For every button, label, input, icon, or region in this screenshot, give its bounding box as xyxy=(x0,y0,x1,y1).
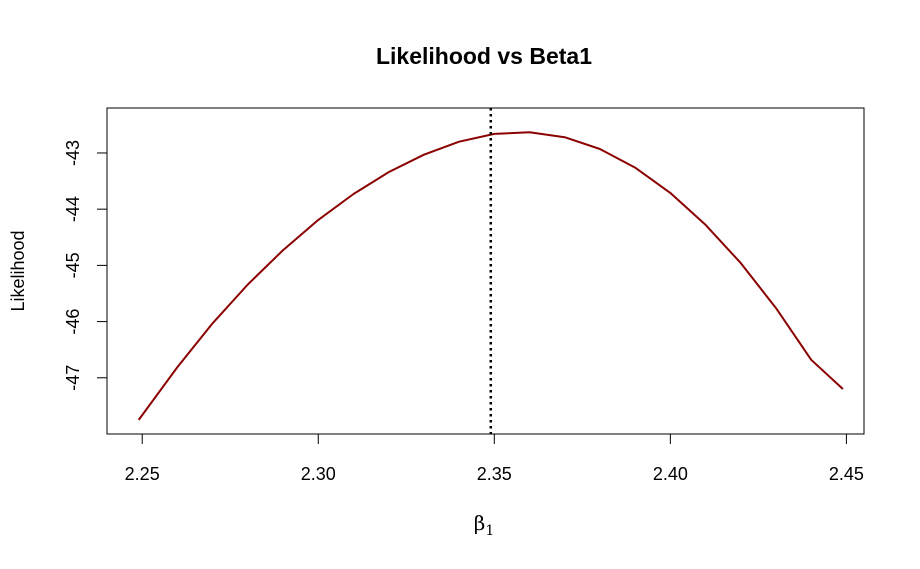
likelihood-curve xyxy=(137,131,844,421)
plot-area-frame xyxy=(106,107,865,435)
series-layer xyxy=(137,131,844,421)
y-tick-label: -43 xyxy=(63,140,83,166)
y-tick-label: -47 xyxy=(63,365,83,391)
x-tick-label: 2.35 xyxy=(477,464,512,484)
x-axis: 2.25 2.30 2.35 2.40 2.45 xyxy=(125,433,864,484)
y-tick-label: -45 xyxy=(63,252,83,278)
x-axis-title-symbol: β xyxy=(474,511,486,535)
x-axis-title-subscript: 1 xyxy=(485,523,494,539)
x-tick-label: 2.30 xyxy=(301,464,336,484)
y-tick-label: -46 xyxy=(63,309,83,335)
y-tick-label: -44 xyxy=(63,196,83,222)
x-tick-label: 2.40 xyxy=(653,464,688,484)
x-tick-label: 2.25 xyxy=(125,464,160,484)
x-tick-label: 2.45 xyxy=(829,464,864,484)
chart-title: Likelihood vs Beta1 xyxy=(376,43,592,69)
x-axis-title: β1 xyxy=(474,511,494,539)
y-axis-title: Likelihood xyxy=(8,230,28,311)
y-axis: -47 -46 -45 -44 -43 xyxy=(63,140,108,391)
